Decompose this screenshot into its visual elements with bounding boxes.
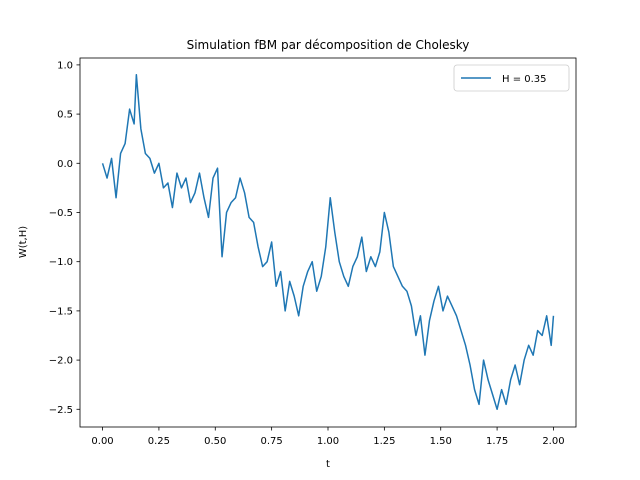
legend: H = 0.35 <box>453 64 570 92</box>
y-tick-label: −1.0 <box>49 257 73 268</box>
y-tick-label: −0.5 <box>49 208 73 219</box>
y-axis-label: W(t,H) <box>18 226 29 258</box>
y-tick-label: 0.0 <box>57 159 73 170</box>
y-tick-label: 0.5 <box>57 110 73 121</box>
chart-title: Simulation fBM par décomposition de Chol… <box>187 38 470 52</box>
x-tick-label: 0.75 <box>261 436 283 447</box>
x-tick-label: 1.75 <box>486 436 508 447</box>
y-tick-label: −2.0 <box>49 356 73 367</box>
x-axis: 0.00 0.25 0.50 0.75 1.00 1.25 1.50 1.75 2.00 <box>91 427 565 447</box>
y-tick-label: −2.5 <box>49 405 73 416</box>
y-tick-label: 1.0 <box>57 60 73 71</box>
x-axis-label: t <box>326 459 330 470</box>
x-tick-label: 1.50 <box>430 436 452 447</box>
x-tick-label: 1.25 <box>373 436 395 447</box>
x-tick-label: 1.00 <box>317 436 339 447</box>
x-tick-label: 2.00 <box>542 436 564 447</box>
x-tick-label: 0.00 <box>91 436 113 447</box>
x-tick-label: 0.50 <box>204 436 226 447</box>
series-line-0 <box>101 73 555 411</box>
y-tick-label: −1.5 <box>49 306 73 317</box>
legend-label: H = 0.35 <box>502 74 547 85</box>
y-axis: 1.0 0.5 0.0 −0.5 −1.0 −1.5 −2.0 −2.5 <box>49 60 80 416</box>
plot-area <box>101 73 555 411</box>
x-tick-label: 0.25 <box>148 436 170 447</box>
legend-box <box>453 64 570 92</box>
